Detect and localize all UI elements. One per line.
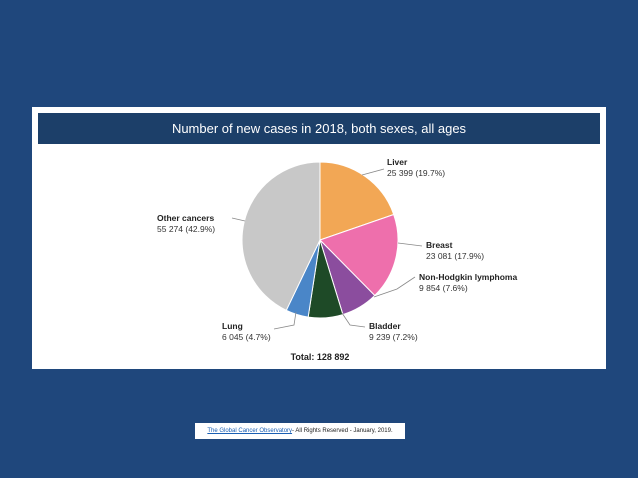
pie-slice-other-cancers[interactable] [241, 161, 321, 311]
leader-line [341, 312, 366, 328]
slice-label-name: Breast [426, 240, 453, 250]
leader-line [273, 311, 297, 330]
slice-label-value: 25 399 (19.7%) [387, 168, 445, 178]
credit-text: - All Rights Reserved - January, 2019. [292, 428, 393, 434]
leader-line [397, 242, 423, 247]
slice-label-value: 55 274 (42.9%) [157, 224, 215, 234]
slice-label-name: Lung [222, 321, 243, 331]
leader-line [373, 276, 416, 298]
slice-label-value: 9 239 (7.2%) [369, 332, 418, 342]
slice-label-value: 6 045 (4.7%) [222, 332, 271, 342]
slice-label-value: 9 854 (7.6%) [419, 283, 468, 293]
slice-label-name: Liver [387, 157, 408, 167]
slice-label-value: 23 081 (17.9%) [426, 251, 484, 261]
slice-label-name: Bladder [369, 321, 401, 331]
leader-line [231, 217, 246, 222]
chart-card: Number of new cases in 2018, both sexes,… [32, 107, 606, 369]
slice-label-name: Other cancers [157, 213, 214, 223]
credit-footer: The Global Cancer Observatory - All Righ… [195, 423, 405, 439]
pie-slice-breast[interactable] [319, 213, 399, 297]
slice-label-name: Non-Hodgkin lymphoma [419, 272, 517, 282]
gco-link[interactable]: The Global Cancer Observatory [207, 428, 293, 434]
leader-line [361, 168, 385, 176]
total-label: Total: 128 892 [291, 352, 350, 362]
chart-title: Number of new cases in 2018, both sexes,… [38, 113, 600, 144]
